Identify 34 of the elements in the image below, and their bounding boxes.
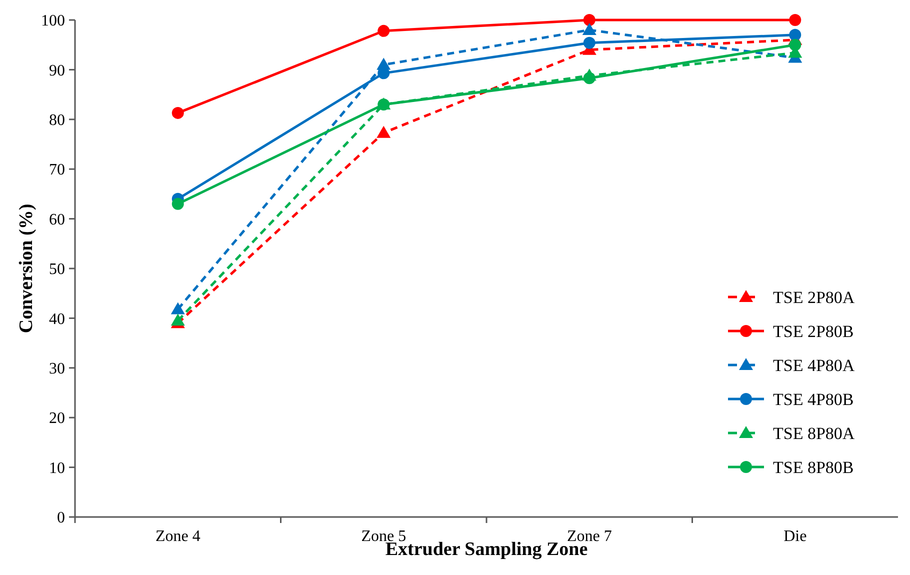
y-tick-label: 0 xyxy=(57,510,65,527)
y-tick-label: 40 xyxy=(49,310,65,328)
y-tick-label: 30 xyxy=(49,360,65,378)
point xyxy=(789,28,802,41)
legend-label: TSE 8P80A xyxy=(773,424,856,443)
y-tick-label: 20 xyxy=(49,410,65,428)
legend-label: TSE 4P80B xyxy=(773,390,854,409)
point xyxy=(789,38,802,51)
y-tick-label: 90 xyxy=(49,62,65,80)
y-tick-label: 10 xyxy=(49,460,65,477)
x-tick-label: Zone 7 xyxy=(566,528,612,545)
point xyxy=(789,14,802,26)
legend-label: TSE 8P80B xyxy=(773,458,854,477)
point xyxy=(172,198,184,210)
y-axis-title: Conversion (%) xyxy=(16,204,37,334)
point xyxy=(582,22,596,35)
legend-label: TSE 2P80B xyxy=(773,322,854,341)
x-tick-label: Die xyxy=(784,528,807,545)
point xyxy=(583,36,596,49)
point xyxy=(170,302,185,314)
point xyxy=(378,24,390,37)
y-tick-label: 60 xyxy=(49,211,65,228)
point xyxy=(583,14,596,26)
legend-label: TSE 4P80A xyxy=(773,356,856,375)
point xyxy=(172,106,184,119)
y-tick-label: 50 xyxy=(49,261,65,278)
y-tick-label: 70 xyxy=(49,162,65,179)
y-tick-label: 80 xyxy=(49,112,65,129)
point xyxy=(376,126,391,138)
point xyxy=(170,314,185,326)
x-tick-label: Zone 4 xyxy=(155,528,200,545)
y-tick-label: 100 xyxy=(41,12,65,30)
legend-label: TSE 2P80A xyxy=(773,288,856,307)
point xyxy=(583,72,596,84)
